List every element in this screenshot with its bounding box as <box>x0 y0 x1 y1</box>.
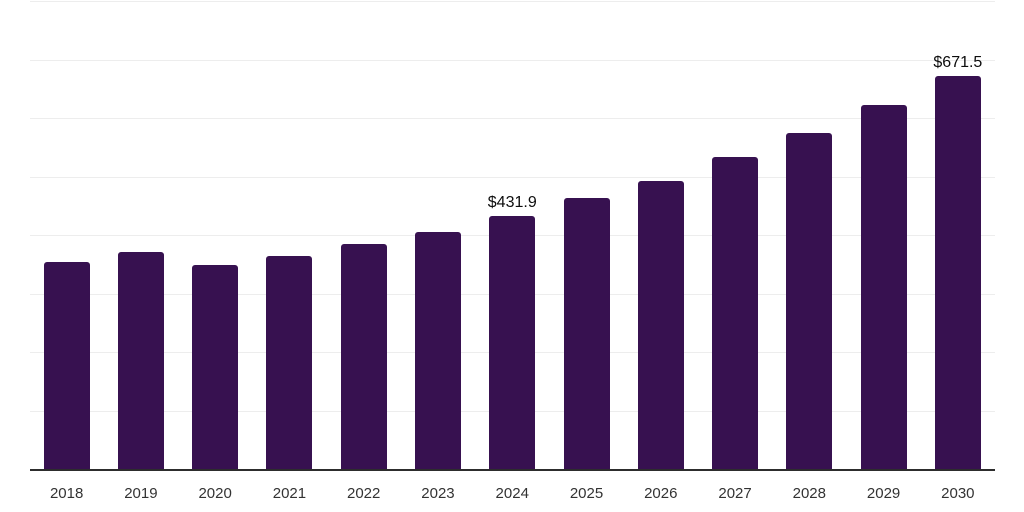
x-axis-line <box>29 469 995 472</box>
x-tick-label-2030: 2030 <box>941 485 975 502</box>
bar-2024 <box>489 216 536 470</box>
x-tick-label-2021: 2021 <box>272 485 307 502</box>
x-tick-label-2026: 2026 <box>644 485 678 502</box>
bar-2023 <box>414 231 461 470</box>
x-tick-label-2024: 2024 <box>495 485 529 502</box>
data-label-2030: $671.5 <box>933 54 983 72</box>
bar-2020 <box>192 264 239 470</box>
gridline <box>29 118 995 120</box>
x-tick-label-2023: 2023 <box>421 485 455 502</box>
bar-2028 <box>786 133 833 470</box>
gridline <box>29 176 995 178</box>
x-tick-label-2025: 2025 <box>569 485 604 502</box>
x-tick-label-2029: 2029 <box>866 485 901 502</box>
bar-2018 <box>43 262 90 470</box>
gridline <box>29 1 995 2</box>
x-tick-label-2027: 2027 <box>718 485 752 502</box>
data-label-2024: $431.9 <box>487 194 537 212</box>
x-tick-label-2020: 2020 <box>198 485 232 502</box>
bar-2025 <box>563 198 610 470</box>
bar-2027 <box>712 156 759 470</box>
bar-2026 <box>637 180 684 470</box>
x-tick-label-2028: 2028 <box>792 485 826 502</box>
gridline <box>29 59 995 61</box>
x-tick-label-2018: 2018 <box>49 485 84 502</box>
bar-2030 <box>934 76 981 470</box>
x-tick-label-2022: 2022 <box>347 485 381 502</box>
bar-2029 <box>860 104 907 470</box>
bar-2019 <box>117 251 164 470</box>
bar-2022 <box>340 244 387 470</box>
x-tick-label-2019: 2019 <box>124 485 158 502</box>
bar-2021 <box>266 255 313 470</box>
